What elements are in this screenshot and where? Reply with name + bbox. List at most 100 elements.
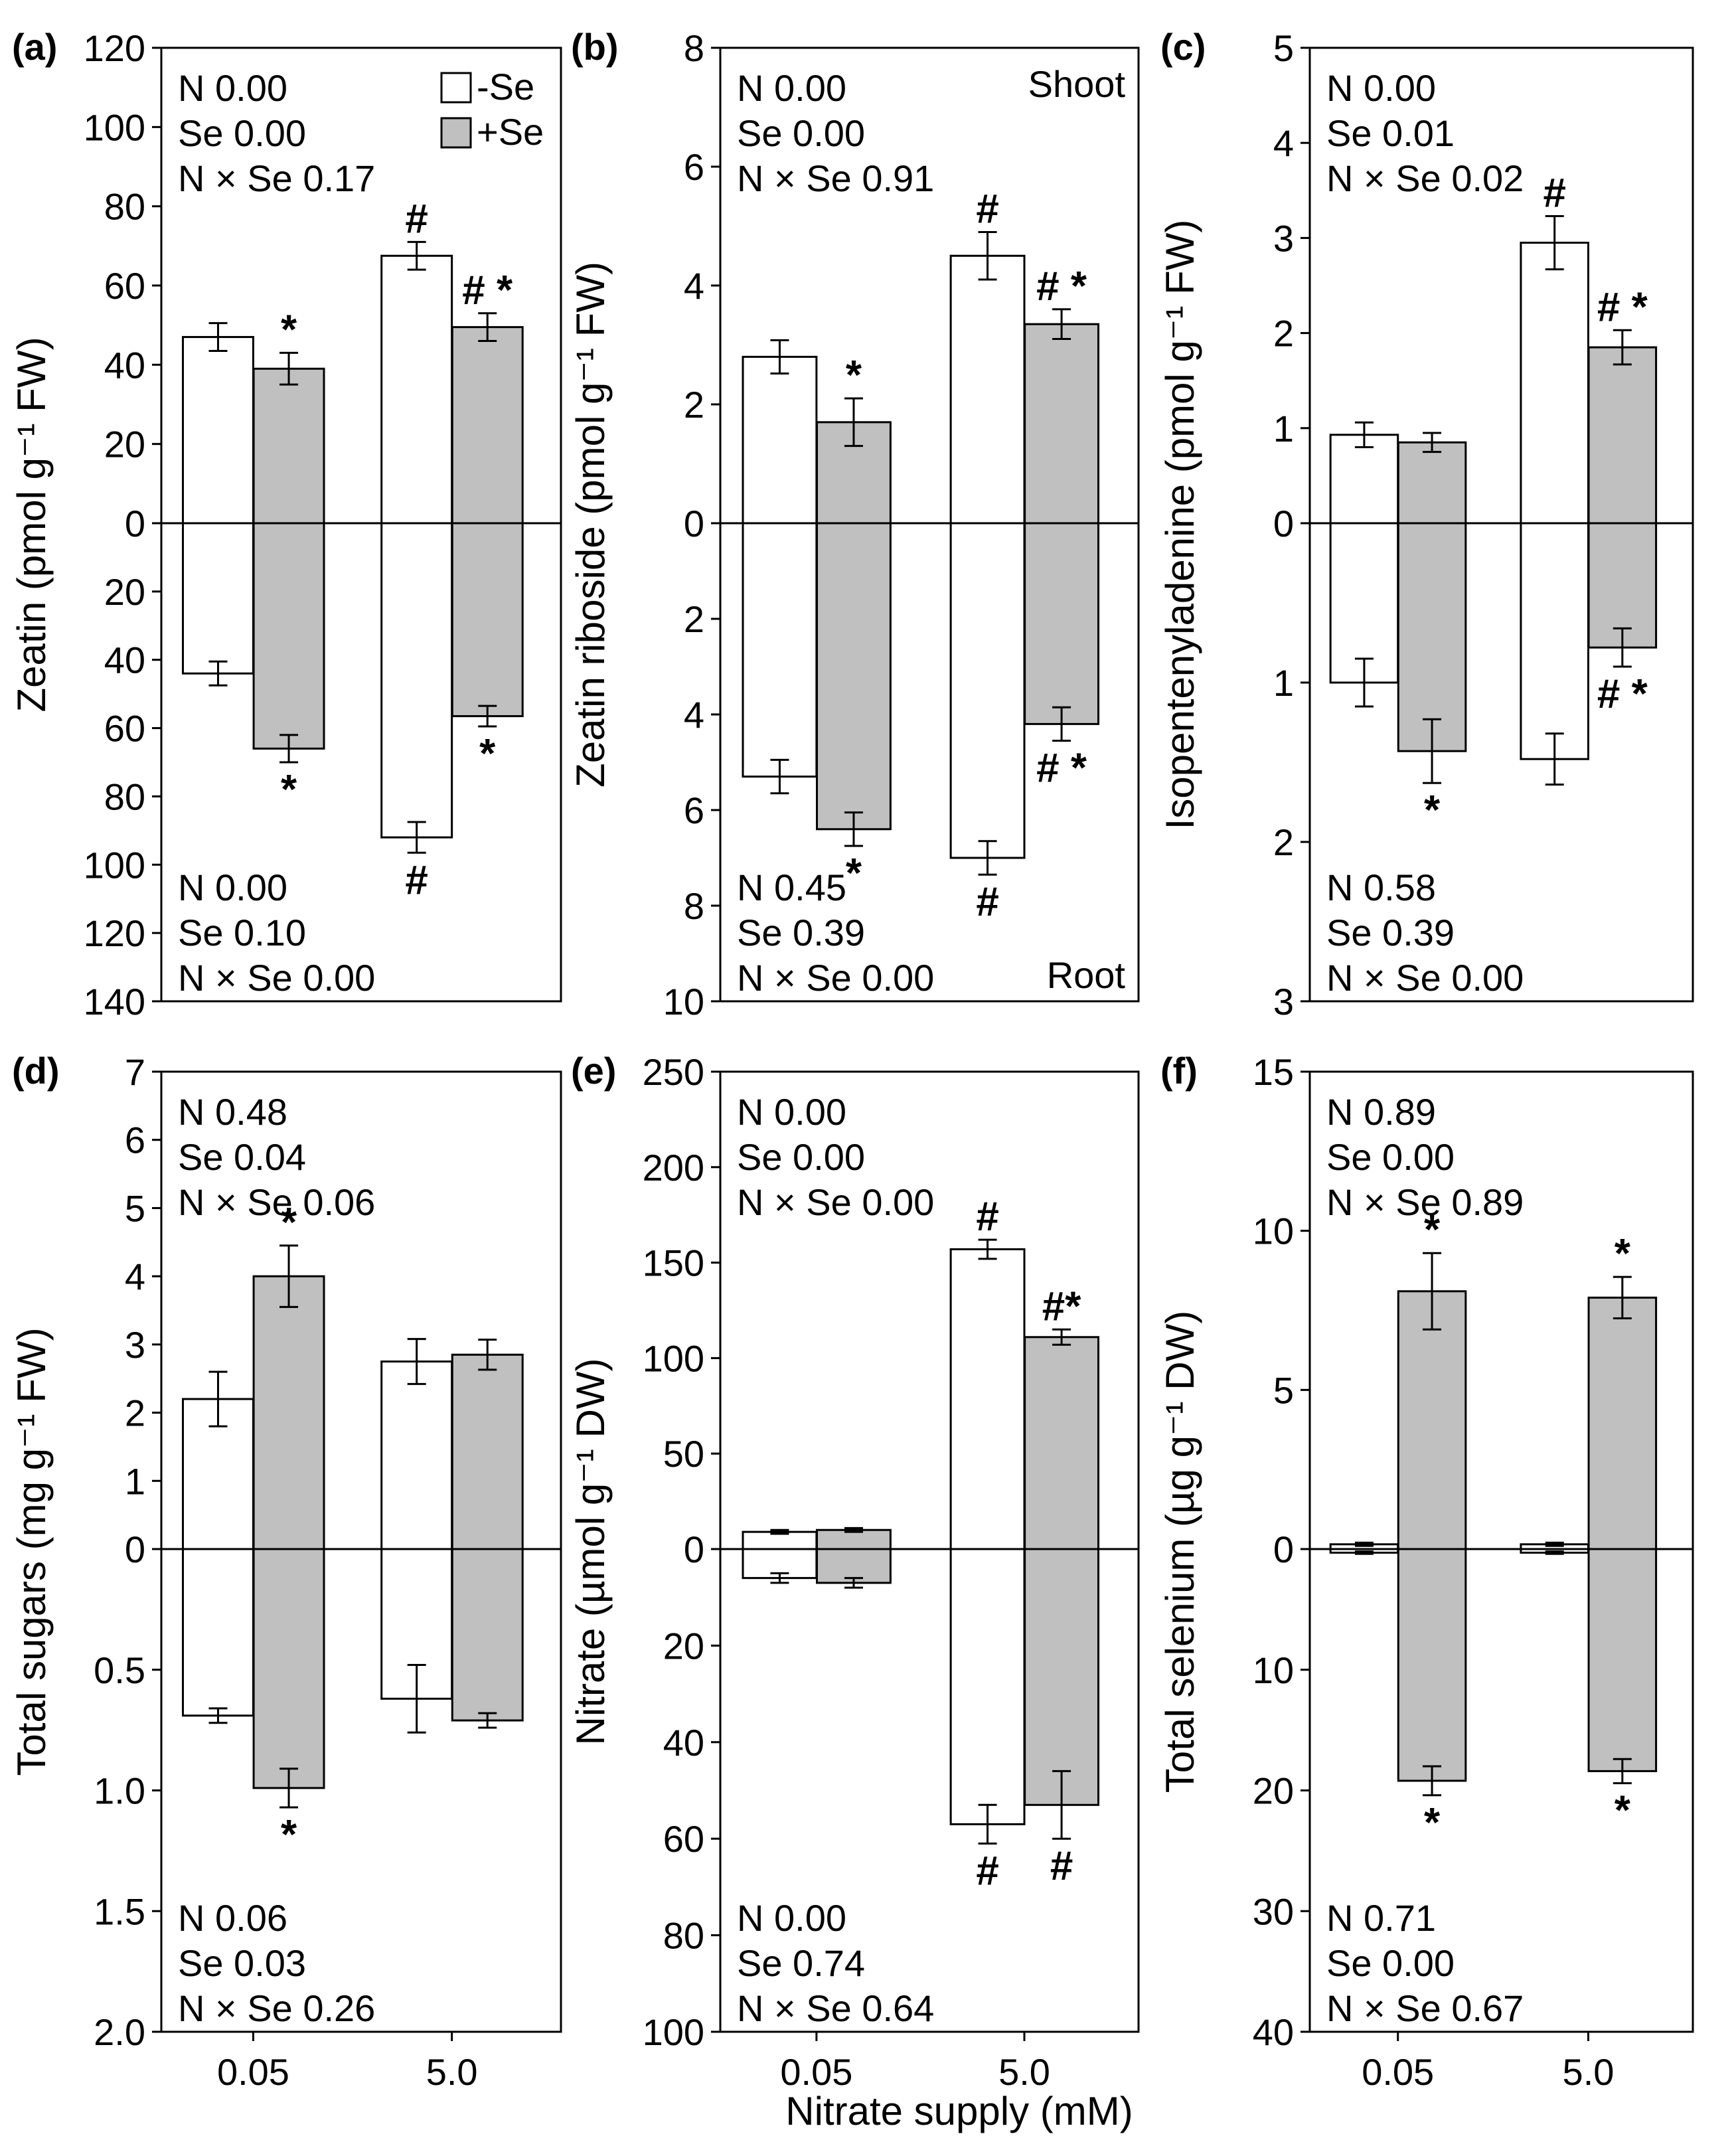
bar-root-minus-se xyxy=(1520,522,1589,760)
y-top-tick-label: 1 xyxy=(125,1460,145,1502)
bar-shoot-minus-se xyxy=(182,336,254,525)
bar-shoot-plus-se xyxy=(252,367,325,525)
y-axis-label: Isopentenyladenine (pmol g⁻¹ FW) xyxy=(1158,220,1202,830)
y-bottom-tick-label: 20 xyxy=(1253,1770,1294,1812)
x-tick-label: 5.0 xyxy=(1563,2051,1615,2093)
y-top-tick-label: 6 xyxy=(125,1119,145,1161)
y-top-tick-label: 100 xyxy=(84,106,145,148)
significance-mark: * xyxy=(479,731,496,777)
stats-top-line: N × Se 0.17 xyxy=(178,157,375,199)
stats-top-line: N × Se 0.91 xyxy=(737,157,934,199)
stats-bottom-line: N × Se 0.64 xyxy=(737,1987,934,2029)
y-bottom-tick-label: 60 xyxy=(663,1818,704,1860)
y-bottom-tick-label: 100 xyxy=(84,844,145,886)
bar-shoot-plus-se xyxy=(1024,1336,1100,1550)
x-tick-label: 5.0 xyxy=(426,2051,478,2093)
legend-label: +Se xyxy=(477,111,544,153)
x-tick-label: 0.05 xyxy=(217,2051,289,2093)
y-bottom-tick-label: 1.5 xyxy=(94,1890,145,1932)
y-top-tick-label: 0 xyxy=(125,503,145,544)
root-label: Root xyxy=(1047,954,1126,996)
significance-mark: * xyxy=(846,353,862,398)
bar-root-plus-se xyxy=(1397,1548,1467,1782)
bar-shoot-minus-se xyxy=(380,254,453,525)
significance-mark: * xyxy=(1615,1788,1631,1834)
y-top-tick-label: 40 xyxy=(104,344,145,386)
stats-top-line: N 0.48 xyxy=(178,1091,287,1133)
y-bottom-tick-label: 2.0 xyxy=(94,2011,145,2053)
y-top-tick-label: 50 xyxy=(663,1433,704,1475)
stats-bottom-line: N 0.45 xyxy=(737,866,846,908)
bar-root-minus-se xyxy=(182,1548,254,1717)
stats-bottom-line: N 0.00 xyxy=(737,1897,846,1939)
panel-label: (d) xyxy=(12,1050,60,1092)
plot-frame xyxy=(719,46,1140,1003)
bar-root-minus-se xyxy=(949,1548,1026,1825)
y-axis-label: Zeatin (pmol g⁻¹ FW) xyxy=(9,337,54,712)
panels: (a)02040608010012020406080100120140Zeati… xyxy=(9,26,1694,2093)
significance-mark: # * xyxy=(1036,746,1087,791)
bar-root-minus-se xyxy=(949,522,1026,859)
stats-bottom-line: N × Se 0.00 xyxy=(178,957,375,999)
y-bottom-tick-label: 20 xyxy=(663,1625,704,1667)
bar-root-minus-se xyxy=(380,522,453,839)
y-top-tick-label: 0 xyxy=(125,1528,145,1570)
y-bottom-tick-label: 100 xyxy=(643,2011,704,2053)
panel-a: (a) 0 20 40 60 80 100 120 20 40 60 80 100 120 140 Zeati… xyxy=(9,26,562,1023)
significance-mark: # * xyxy=(462,268,513,313)
legend-swatch xyxy=(440,117,472,149)
y-top-tick-label: 0 xyxy=(684,503,704,544)
stats-top-line: Se 0.01 xyxy=(1326,112,1455,154)
y-bottom-tick-label: 30 xyxy=(1253,1890,1294,1932)
x-tick-label: 5.0 xyxy=(998,2051,1050,2093)
y-bottom-tick-label: 2 xyxy=(1273,821,1294,863)
panel-d: (d) 0 1 2 3 4 5 6 7 0.5 1.0 1.5 2.0 Total sugars (mg … xyxy=(9,1050,562,2093)
y-top-tick-label: 4 xyxy=(1273,122,1294,164)
y-bottom-tick-label: 3 xyxy=(1273,981,1294,1023)
panel-label: (f) xyxy=(1160,1050,1198,1092)
panel-f: (f) 0 5 10 15 10 20 30 40 Total selenium (µg g⁻¹ … xyxy=(1158,1050,1694,2093)
y-bottom-tick-label: 8 xyxy=(684,885,704,927)
stats-top-line: Se 0.00 xyxy=(737,112,865,154)
stats-bottom-line: N × Se 0.00 xyxy=(737,957,934,999)
significance-mark: # xyxy=(405,196,428,242)
bar-shoot-plus-se xyxy=(1587,346,1658,525)
bar-root-plus-se xyxy=(1397,522,1467,752)
y-top-tick-label: 4 xyxy=(684,265,704,307)
significance-mark: # xyxy=(1050,1843,1073,1889)
significance-mark: # xyxy=(405,857,428,903)
plot-frame xyxy=(1308,1070,1694,2033)
significance-mark: * xyxy=(1615,1231,1631,1277)
stats-bottom-line: Se 0.39 xyxy=(737,912,865,953)
bar-root-plus-se xyxy=(252,522,325,750)
stats-bottom-line: Se 0.03 xyxy=(178,1942,306,1984)
plot-frame xyxy=(719,1070,1140,2033)
y-bottom-tick-label: 40 xyxy=(104,639,145,681)
bar-root-plus-se xyxy=(252,1548,325,1789)
y-top-tick-label: 0 xyxy=(1273,503,1294,544)
stats-bottom-line: Se 0.74 xyxy=(737,1942,865,1984)
bar-shoot-plus-se xyxy=(1024,323,1100,525)
bar-shoot-minus-se xyxy=(949,1248,1026,1550)
y-top-tick-label: 6 xyxy=(684,146,704,188)
y-bottom-tick-label: 6 xyxy=(684,789,704,831)
y-bottom-tick-label: 80 xyxy=(663,1915,704,1957)
stats-bottom-line: N 0.71 xyxy=(1326,1897,1436,1939)
panel-label: (b) xyxy=(571,26,619,68)
bar-shoot-minus-se xyxy=(949,254,1026,525)
bar-root-plus-se xyxy=(1024,522,1100,725)
y-bottom-tick-label: 1.0 xyxy=(94,1770,145,1812)
stats-top-line: Se 0.00 xyxy=(178,112,306,154)
bar-shoot-minus-se xyxy=(742,355,818,525)
plot-frame xyxy=(1308,46,1694,1003)
significance-mark: # xyxy=(1543,170,1565,216)
y-top-tick-label: 250 xyxy=(643,1051,704,1093)
y-bottom-tick-label: 60 xyxy=(104,708,145,750)
significance-mark: * xyxy=(1424,1800,1441,1846)
y-bottom-tick-label: 1 xyxy=(1273,662,1294,704)
stats-bottom-line: N 0.58 xyxy=(1326,866,1436,908)
bar-root-plus-se xyxy=(1587,1548,1658,1772)
stats-bottom-line: Se 0.39 xyxy=(1326,912,1455,953)
stats-bottom-line: N 0.00 xyxy=(178,866,287,908)
